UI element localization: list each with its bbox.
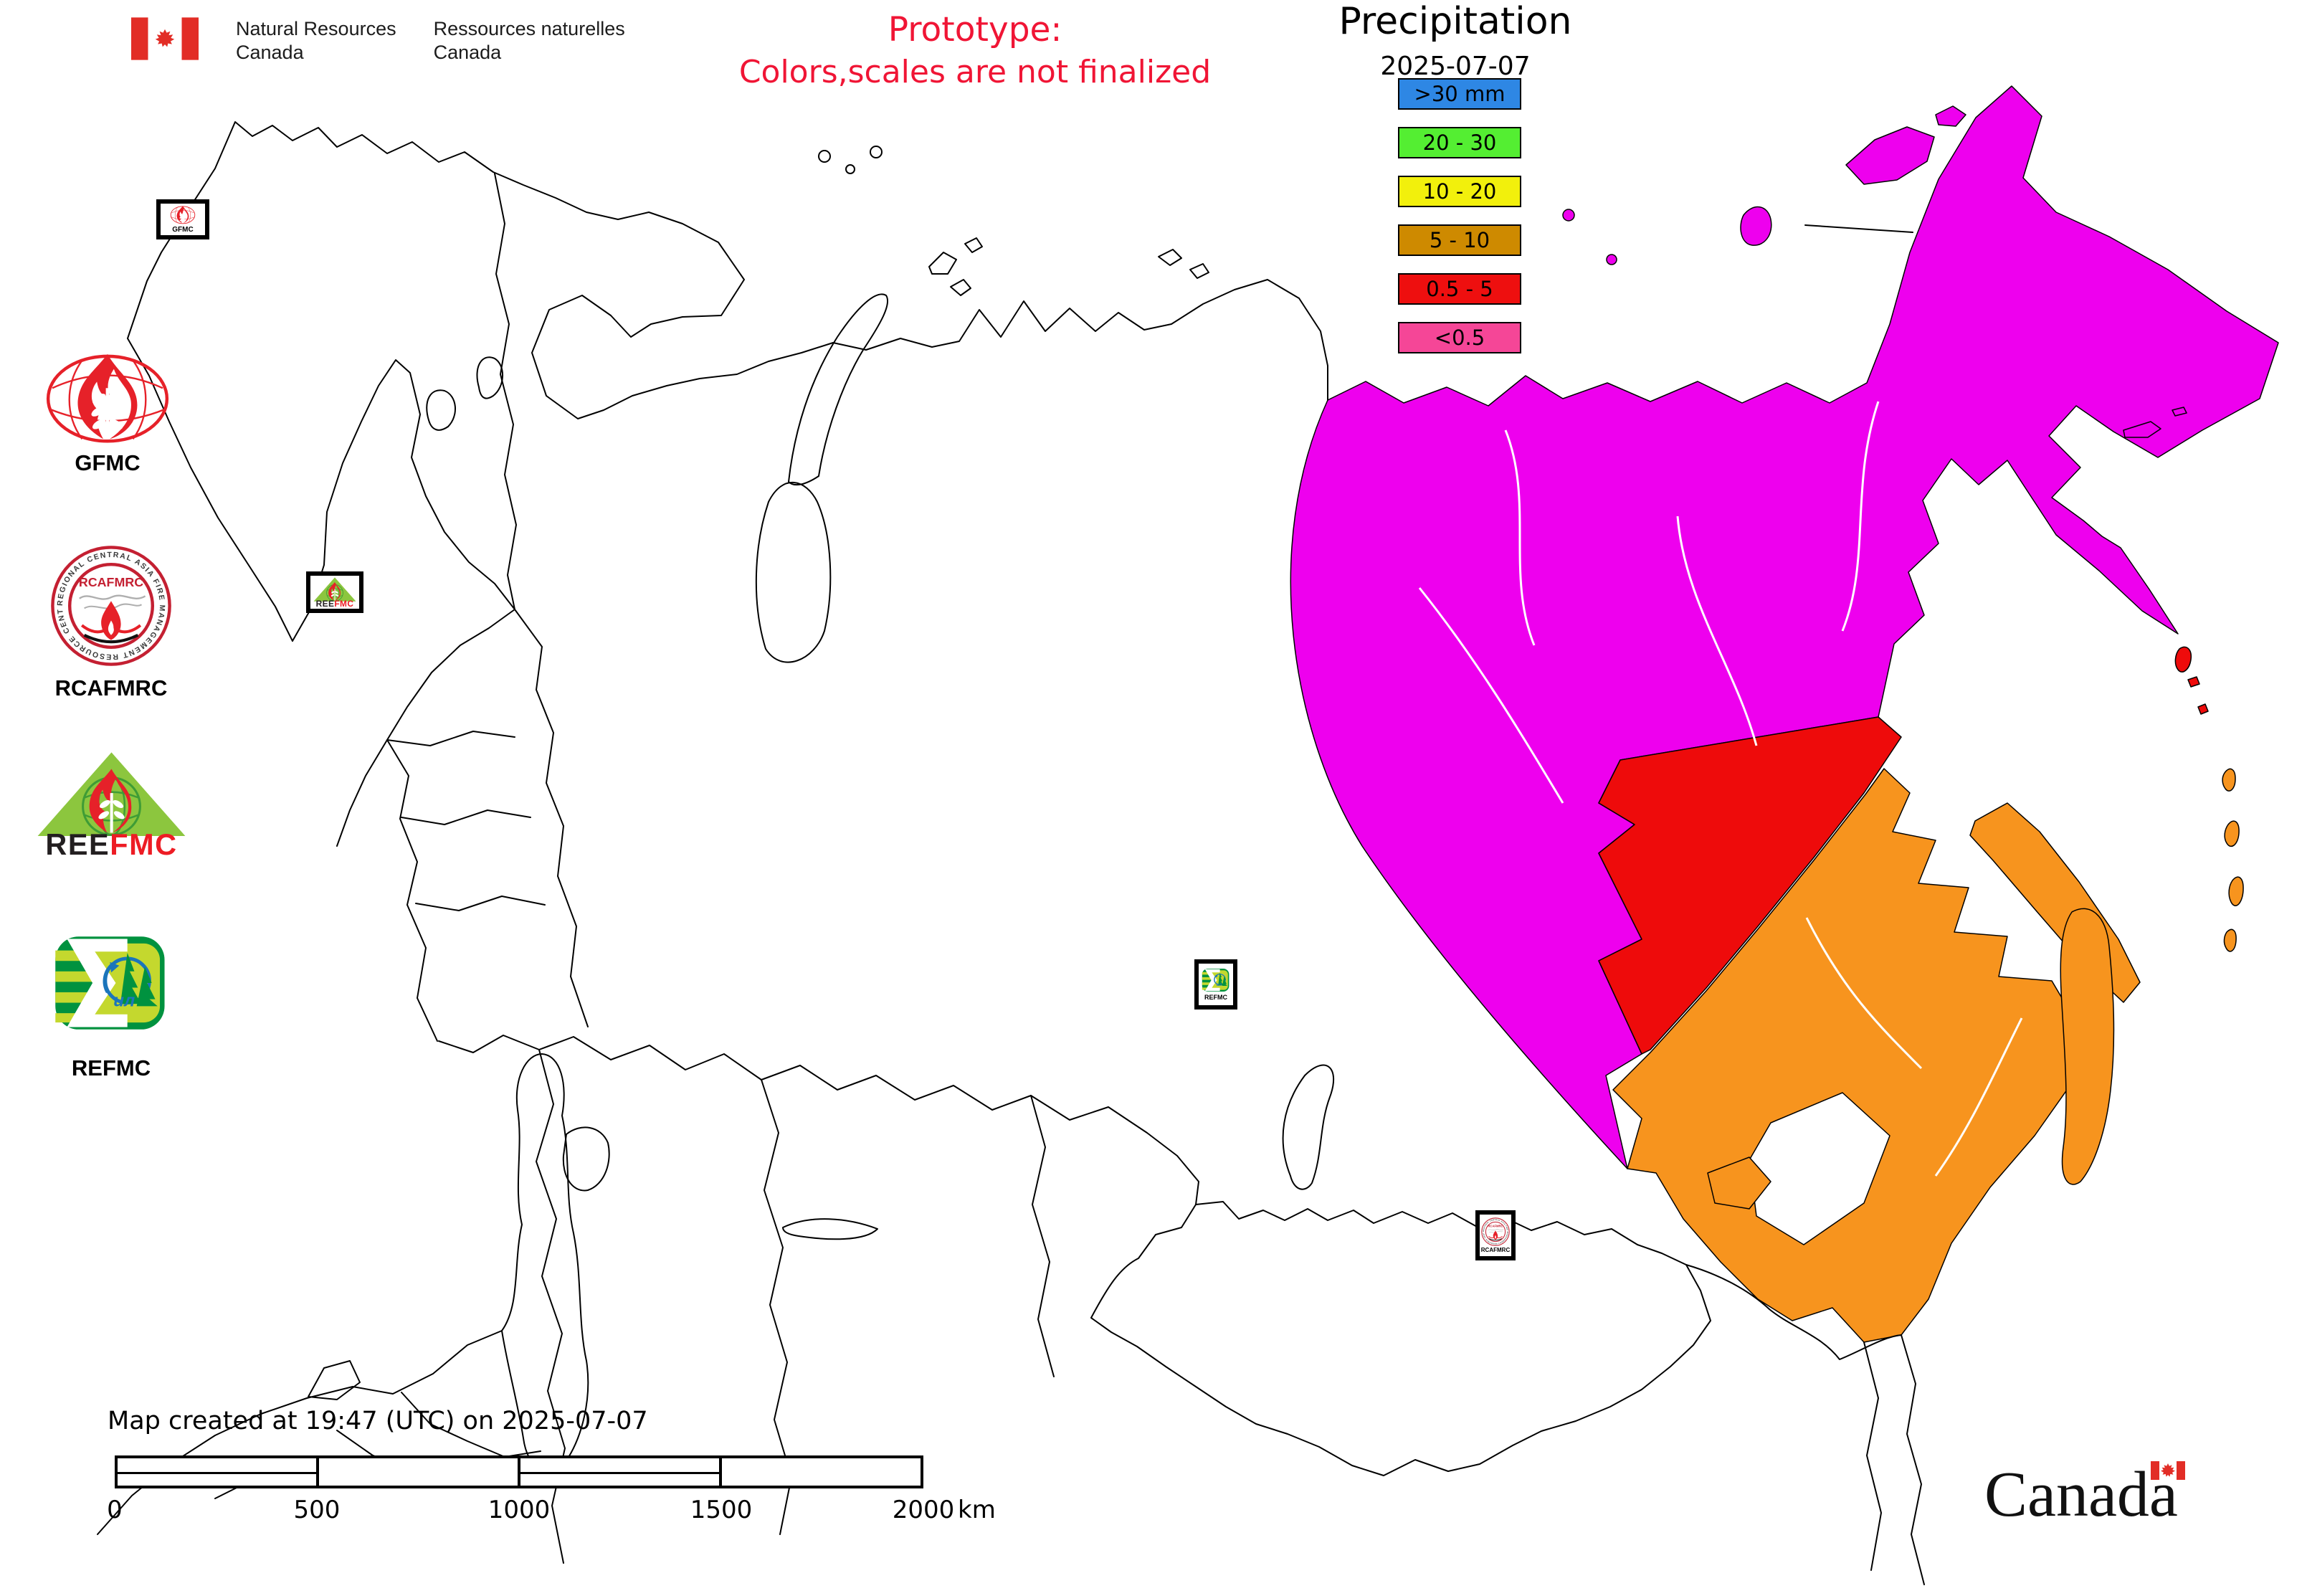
precip-region-5-10 (1612, 768, 2244, 1343)
gfmc-logo (39, 350, 176, 456)
prototype-warning: Prototype: Colors,scales are not finaliz… (738, 10, 1212, 90)
scale-bar (115, 1455, 923, 1488)
legend-item-label: <0.5 (1434, 326, 1485, 350)
nrcan-name-en: Natural Resources Canada (236, 18, 396, 63)
map-marker-gfmc: GFMC (156, 199, 209, 239)
map-marker-label: RCAFMRC (1480, 1247, 1511, 1253)
legend-item: >30 mm (1398, 78, 1521, 110)
precip-region-lt05 (1290, 85, 2279, 1169)
legend-item-label: 20 - 30 (1422, 130, 1497, 155)
canada-flag-icon (131, 17, 199, 60)
nrcan-signature: Natural Resources Canada Ressources natu… (131, 17, 625, 65)
scale-tick: 1000 (487, 1496, 551, 1524)
refmc-label: REFMC (71, 1055, 151, 1080)
legend-item: 0.5 - 5 (1398, 273, 1521, 305)
legend-item: 5 - 10 (1398, 224, 1521, 256)
reefmc-logo (34, 749, 189, 860)
legend-item: 20 - 30 (1398, 127, 1521, 158)
map-marker-refmc: REFMC (1194, 959, 1237, 1010)
map-marker-reefmc (306, 571, 363, 613)
scale-bar-segment (118, 1458, 319, 1486)
scale-bar-segment (722, 1458, 921, 1486)
refmc-logo (53, 934, 169, 1032)
rcafmrc-label: RCAFMRC (54, 675, 168, 700)
gfmc-logo (166, 205, 199, 227)
precip-region-05-5 (1598, 646, 2209, 1055)
legend-title: Precipitation (1338, 0, 1572, 43)
legend-date: 2025-07-07 (1380, 52, 1531, 81)
scale-bar-segment (319, 1458, 520, 1486)
rcafmrc-logo (50, 545, 172, 667)
legend-item-label: >30 mm (1414, 82, 1506, 106)
map-marker-rcafmrc: RCAFMRC (1475, 1210, 1516, 1260)
scale-unit: km (958, 1496, 996, 1524)
legend-item-label: 10 - 20 (1422, 179, 1497, 204)
refmc-logo (1202, 968, 1230, 992)
map-marker-label: REFMC (1204, 994, 1227, 1001)
scale-tick: 2000 (892, 1496, 955, 1524)
legend-item: 10 - 20 (1398, 176, 1521, 207)
legend-item-label: 0.5 - 5 (1426, 277, 1493, 301)
rcafmrc-logo (1481, 1217, 1510, 1246)
scale-tick: 500 (293, 1496, 341, 1524)
canada-wordmark: Canada (1984, 1461, 2185, 1527)
legend-item-label: 5 - 10 (1429, 228, 1490, 252)
nrcan-name-fr: Ressources naturelles Canada (433, 18, 625, 63)
map-created-text: Map created at 19:47 (UTC) on 2025-07-07 (108, 1407, 648, 1435)
gfmc-label: GFMC (75, 450, 141, 475)
canada-flag-icon (2150, 1461, 2185, 1480)
river-lines (1418, 401, 2023, 1177)
scale-tick: 1500 (690, 1496, 753, 1524)
scale-tick: 0 (107, 1496, 123, 1524)
legend-item: <0.5 (1398, 322, 1521, 353)
reefmc-logo (313, 576, 357, 608)
map-marker-label: GFMC (172, 226, 194, 234)
scale-bar-segment (520, 1458, 722, 1486)
